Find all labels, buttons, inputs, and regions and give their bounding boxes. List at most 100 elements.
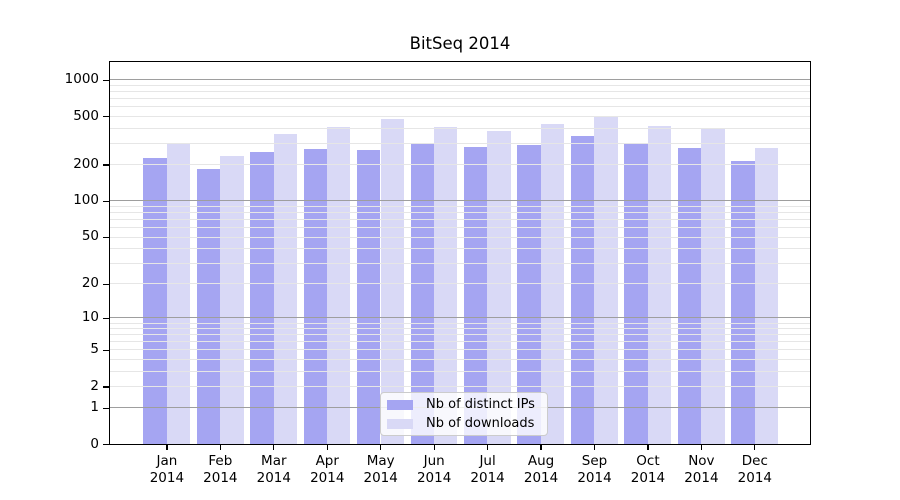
bar-distinct-ips-may xyxy=(357,149,381,444)
legend-item-downloads: Nb of downloads xyxy=(387,416,547,431)
x-tick-label-nov: Nov 2014 xyxy=(671,453,731,487)
gridline-30 xyxy=(110,262,810,264)
x-tick-mar xyxy=(273,445,275,451)
gridline-200 xyxy=(110,164,810,166)
x-label-year-feb: 2014 xyxy=(203,470,238,487)
bar-distinct-ips-jun xyxy=(410,142,434,444)
grid-layer xyxy=(110,62,810,444)
x-label-month-aug: Aug xyxy=(527,453,555,470)
gridline-90 xyxy=(110,205,810,207)
gridline-9 xyxy=(110,322,810,324)
x-label-year-dec: 2014 xyxy=(737,470,773,487)
x-tick-jul xyxy=(486,445,489,451)
gridline-400 xyxy=(110,127,810,129)
gridline-40 xyxy=(110,248,810,250)
x-label-month-mar: Mar xyxy=(261,453,287,470)
gridline-10 xyxy=(110,317,810,319)
y-tick-label-2: 2 xyxy=(90,377,99,394)
gridline-8 xyxy=(110,328,810,330)
bar-distinct-ips-dec xyxy=(731,161,755,444)
bar-downloads-mar xyxy=(273,133,297,444)
bar-distinct-ips-nov xyxy=(677,147,702,444)
x-label-year-aug: 2014 xyxy=(523,470,559,487)
y-tick-label-0: 0 xyxy=(90,435,99,452)
x-tick-label-oct: Oct 2014 xyxy=(618,453,678,487)
x-label-year-oct: 2014 xyxy=(630,470,666,487)
gridline-500 xyxy=(110,115,810,117)
x-tick-may xyxy=(380,445,382,451)
gridline-1000 xyxy=(110,79,810,81)
x-label-month-jan: Jan xyxy=(156,453,178,470)
x-tick-label-jun: Jun 2014 xyxy=(404,453,464,487)
x-tick-oct xyxy=(647,445,649,451)
x-label-month-apr: Apr xyxy=(315,453,339,470)
y-tick-label-10: 10 xyxy=(81,309,99,326)
y-tick-1 xyxy=(103,407,110,409)
bar-downloads-oct xyxy=(647,126,672,444)
x-label-year-jul: 2014 xyxy=(470,470,505,487)
y-tick-label-100: 100 xyxy=(73,192,99,209)
y-tick-100 xyxy=(103,200,110,202)
y-tick-label-200: 200 xyxy=(73,155,99,172)
bar-downloads-nov xyxy=(701,128,725,444)
x-tick-apr xyxy=(326,445,328,451)
x-tick-nov xyxy=(700,445,703,451)
gridline-4 xyxy=(110,359,810,361)
gridline-70 xyxy=(110,219,810,221)
y-tick-label-20: 20 xyxy=(81,275,99,292)
x-tick-label-apr: Apr 2014 xyxy=(297,453,357,487)
gridline-100 xyxy=(110,200,810,202)
x-label-month-sep: Sep xyxy=(581,453,608,470)
x-tick-label-dec: Dec 2014 xyxy=(725,453,785,487)
x-tick-sep xyxy=(593,445,596,451)
bar-distinct-ips-jul xyxy=(464,147,488,444)
gridline-5 xyxy=(110,349,810,351)
x-label-month-jun: Jun xyxy=(423,453,445,470)
gridline-300 xyxy=(110,142,810,144)
y-tick-0 xyxy=(103,444,110,446)
legend-swatch-downloads xyxy=(387,418,413,429)
gridline-900 xyxy=(110,85,810,86)
x-label-month-nov: Nov xyxy=(688,453,715,470)
x-tick-label-jul: Jul 2014 xyxy=(458,453,518,487)
gridline-700 xyxy=(110,98,810,100)
x-label-year-may: 2014 xyxy=(363,470,398,487)
bar-distinct-ips-feb xyxy=(196,169,221,444)
bar-distinct-ips-apr xyxy=(303,148,328,444)
x-tick-feb xyxy=(219,445,221,451)
gridline-60 xyxy=(110,227,810,229)
legend-label-downloads: Nb of downloads xyxy=(426,416,535,431)
y-tick-label-50: 50 xyxy=(81,228,99,245)
x-label-month-oct: Oct xyxy=(636,453,660,470)
x-tick-aug xyxy=(540,445,542,451)
y-tick-label-5: 5 xyxy=(90,341,99,358)
gridline-6 xyxy=(110,341,810,343)
bar-downloads-jan xyxy=(166,143,191,444)
x-tick-label-mar: Mar 2014 xyxy=(244,453,304,487)
y-tick-500 xyxy=(103,116,110,118)
x-tick-dec xyxy=(754,445,756,451)
gridline-7 xyxy=(110,334,810,336)
y-tick-label-1000: 1000 xyxy=(64,71,99,88)
chart-title: BitSeq 2014 xyxy=(409,34,511,53)
gridline-50 xyxy=(110,236,810,238)
gridline-600 xyxy=(110,106,810,108)
gridline-80 xyxy=(110,212,810,214)
x-label-year-jan: 2014 xyxy=(149,470,185,487)
x-tick-label-may: May 2014 xyxy=(351,453,411,487)
plot-area: Nb of distinct IPs Nb of downloads xyxy=(109,61,811,445)
x-tick-jan xyxy=(166,445,168,451)
y-tick-label-1: 1 xyxy=(90,399,99,416)
legend-item-distinct-ips: Nb of distinct IPs xyxy=(387,397,547,412)
y-tick-50 xyxy=(103,236,110,239)
x-label-month-jul: Jul xyxy=(479,453,496,470)
x-label-month-feb: Feb xyxy=(208,453,233,470)
y-tick-200 xyxy=(103,164,110,166)
bar-downloads-sep xyxy=(594,116,618,444)
x-label-year-sep: 2014 xyxy=(577,470,612,487)
gridline-20 xyxy=(110,283,810,285)
y-tick-5 xyxy=(103,349,110,351)
